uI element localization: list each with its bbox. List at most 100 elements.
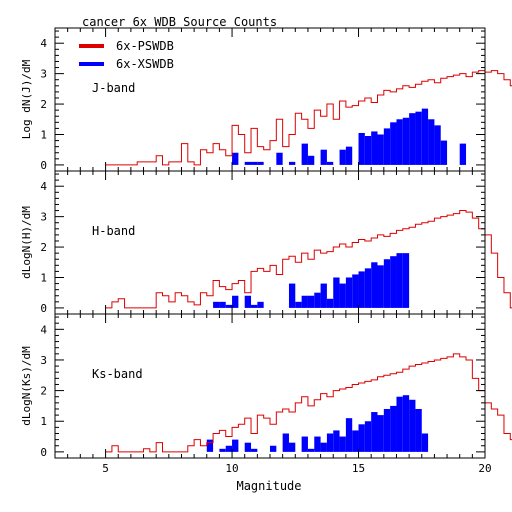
xswdb-bar: [333, 430, 340, 452]
y-tick-label: 4: [40, 37, 47, 50]
x-tick-label: 10: [225, 462, 238, 475]
y-tick-label: 3: [40, 68, 47, 81]
xswdb-bar: [320, 149, 327, 165]
y-axis-label: dLogN(H)/dM: [20, 206, 33, 279]
x-axis-label: Magnitude: [236, 479, 301, 493]
xswdb-bar: [232, 152, 239, 165]
y-tick-label: 0: [40, 446, 47, 459]
xswdb-bar: [301, 436, 308, 452]
xswdb-bar: [390, 122, 397, 165]
legend-label-xswdb: 6x-XSWDB: [116, 57, 174, 71]
xswdb-bar: [333, 277, 340, 308]
legend: 6x-PSWDB 6x-XSWDB: [79, 39, 174, 71]
xswdb-bar: [288, 442, 296, 452]
xswdb-bar: [383, 259, 391, 308]
xswdb-bar: [320, 283, 327, 308]
xswdb-bar: [396, 253, 403, 308]
xswdb-bar: [339, 436, 346, 452]
xswdb-bar: [219, 448, 226, 452]
xswdb-bar: [377, 265, 384, 308]
xswdb-bar: [295, 301, 302, 308]
band-label: J-band: [92, 81, 135, 95]
xswdb-bar: [358, 424, 365, 452]
xswdb-bar: [371, 131, 378, 165]
legend-label-pswdb: 6x-PSWDB: [116, 39, 174, 53]
y-tick-label: 1: [40, 128, 47, 141]
xswdb-bar: [326, 298, 334, 308]
y-tick-label: 2: [40, 98, 47, 111]
xswdb-bar: [396, 396, 403, 452]
xswdb-bar: [358, 132, 365, 165]
xswdb-bar: [307, 295, 315, 308]
panel-frame: [54, 170, 486, 315]
pswdb-step-line: [105, 70, 512, 166]
xswdb-bar: [358, 271, 365, 308]
xswdb-bar: [288, 283, 296, 308]
xswdb-bar: [251, 448, 258, 452]
xswdb-bar: [415, 111, 422, 165]
xswdb-bar: [396, 119, 403, 165]
xswdb-bar: [402, 253, 410, 308]
xswdb-bar: [371, 262, 378, 308]
xswdb-bar: [320, 442, 327, 452]
band-label: H-band: [92, 224, 135, 238]
xswdb-bar: [339, 283, 346, 308]
xswdb-bar: [307, 448, 315, 452]
xswdb-bar: [276, 152, 283, 165]
xswdb-bar: [326, 161, 334, 165]
xswdb-bar: [364, 268, 372, 308]
ks-band-panel: 0 1 2 3 4 Ks-band dLogN(Ks)/dM: [20, 313, 512, 459]
x-tick-label: 15: [352, 462, 365, 475]
xswdb-bar: [282, 433, 289, 452]
xswdb-bar: [301, 295, 308, 308]
xswdb-bar: [326, 433, 334, 452]
pswdb-step-line: [105, 353, 512, 453]
y-tick-label: 4: [40, 323, 47, 336]
x-tick-label: 5: [102, 462, 109, 475]
xswdb-bar: [440, 140, 448, 165]
xswdb-bar: [301, 143, 308, 165]
x-axis-ticks: 5 10 15 20: [102, 462, 491, 475]
xswdb-bar: [409, 113, 416, 165]
xswdb-bar: [213, 301, 220, 308]
xswdb-bar: [364, 421, 372, 452]
xswdb-bar: [428, 119, 435, 165]
xswdb-bar: [421, 108, 429, 165]
xswdb-bar: [206, 439, 214, 452]
xswdb-bar: [244, 295, 252, 308]
xswdb-bar: [377, 134, 384, 165]
y-axis-label: Log dN(J)/dM: [20, 59, 33, 139]
xswdb-bar: [383, 408, 391, 452]
y-axis-label: dLogN(Ks)/dM: [20, 346, 33, 426]
xswdb-bar: [415, 408, 422, 452]
xswdb-bar: [314, 436, 321, 452]
xswdb-bar: [421, 433, 429, 452]
xswdb-bar: [307, 155, 315, 165]
xswdb-bar: [244, 161, 252, 165]
xswdb-bar: [270, 445, 277, 452]
y-tick-label: 1: [40, 271, 47, 284]
xswdb-bar: [409, 399, 416, 452]
y-tick-label: 3: [40, 354, 47, 367]
xswdb-bar: [434, 125, 441, 165]
y-tick-label: 0: [40, 159, 47, 172]
xswdb-bar: [251, 304, 258, 308]
xswdb-bar: [257, 301, 264, 308]
xswdb-bar: [314, 292, 321, 308]
xswdb-bar: [371, 412, 378, 452]
xswdb-bar: [364, 136, 372, 165]
xswdb-bar: [402, 395, 410, 452]
xswdb-bar: [257, 161, 264, 165]
band-label: Ks-band: [92, 367, 143, 381]
h-band-panel: 0 1 2 3 4 H-band dLogN(H)/dM: [20, 170, 512, 315]
y-tick-label: 3: [40, 211, 47, 224]
xswdb-bar: [225, 304, 233, 308]
xswdb-bar: [339, 149, 346, 165]
xswdb-bar: [345, 418, 353, 452]
xswdb-bar: [219, 301, 226, 308]
y-tick-label: 2: [40, 241, 47, 254]
xswdb-bar: [352, 430, 359, 452]
xswdb-bar: [288, 161, 296, 165]
xswdb-bar: [390, 256, 397, 308]
